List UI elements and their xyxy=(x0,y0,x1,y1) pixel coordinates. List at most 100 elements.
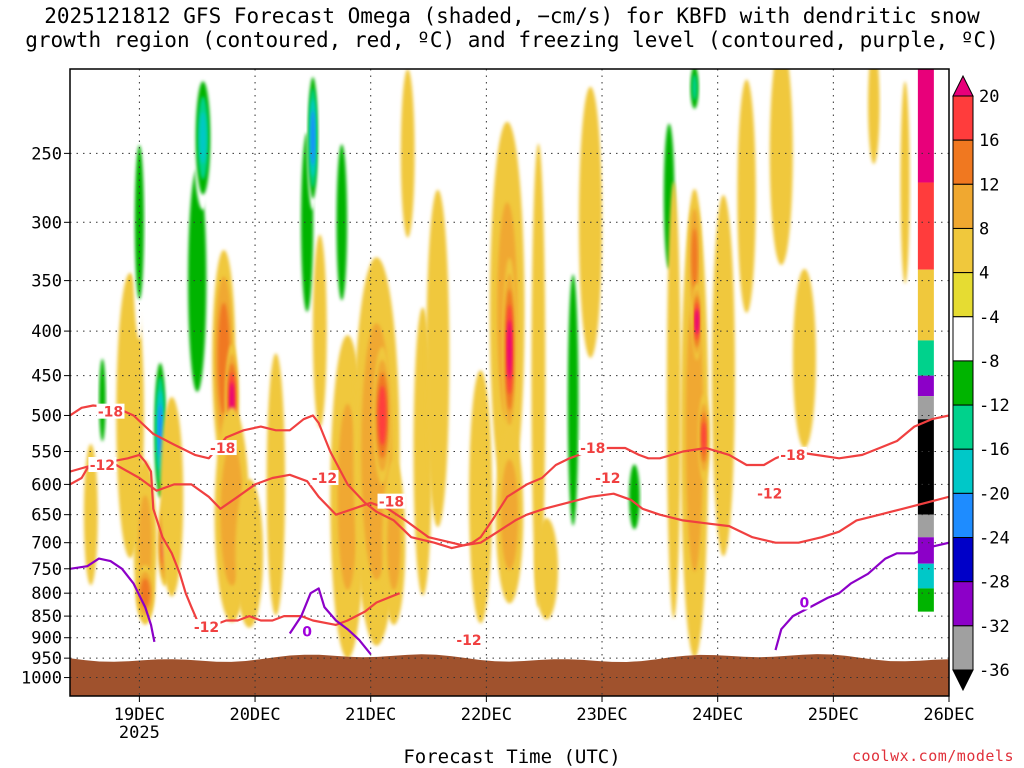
colorbar-label: 4 xyxy=(979,264,989,284)
colorbar-label: 20 xyxy=(979,87,999,107)
omega-column-cell xyxy=(917,396,934,420)
contour-label-bg xyxy=(301,623,314,639)
contour-label: -12 xyxy=(194,620,219,636)
y-tick-label: 500 xyxy=(31,406,62,426)
x-axis-title: Forecast Time (UTC) xyxy=(403,746,621,768)
isotherm-minus18-contour xyxy=(70,404,949,550)
contour-label: -12 xyxy=(757,487,782,503)
x-tick-label: 20DEC xyxy=(229,705,280,725)
omega-cell xyxy=(235,478,264,628)
omega-column-cell xyxy=(917,537,934,564)
omega-cell xyxy=(337,403,358,590)
omega-cell xyxy=(621,69,641,255)
y-tick-label: 750 xyxy=(31,560,62,580)
omega-cell xyxy=(666,181,681,619)
omega-cell xyxy=(782,503,792,560)
credit-link[interactable]: coolwx.com/models xyxy=(851,747,1014,765)
contour-label-bg xyxy=(578,440,607,456)
omega-cell xyxy=(629,464,640,530)
contour-label: -12 xyxy=(456,633,481,649)
colorbar-label: -32 xyxy=(979,617,1010,637)
omega-column-cell xyxy=(917,588,934,612)
omega-column-cell xyxy=(917,514,934,538)
omega-cell xyxy=(188,169,207,392)
y-tick-label: 350 xyxy=(31,272,62,292)
y-tick-label: 700 xyxy=(31,534,62,554)
colorbar-box xyxy=(952,448,974,494)
omega-cell xyxy=(691,228,698,289)
omega-cell xyxy=(701,421,706,454)
colorbar-label: 12 xyxy=(979,175,999,195)
colorbar-label: -36 xyxy=(979,661,1010,681)
omega-cell xyxy=(567,274,579,526)
omega-cell xyxy=(694,309,699,334)
contour-label-bg xyxy=(755,485,784,501)
omega-column-cell xyxy=(917,269,934,341)
x-tick-label: 26DEC xyxy=(923,705,974,725)
omega-cell xyxy=(711,194,736,557)
contour-label: -18 xyxy=(379,495,404,511)
colorbar-box xyxy=(952,360,974,406)
colorbar-label: -12 xyxy=(979,396,1010,416)
omega-cell xyxy=(199,111,207,165)
omega-cell xyxy=(822,527,833,580)
omega-cell xyxy=(312,234,327,428)
contour-label: 0 xyxy=(800,596,810,612)
y-tick-label: 850 xyxy=(31,607,62,627)
isotherm-minus12-contour xyxy=(70,463,949,547)
contour-label: -12 xyxy=(312,471,337,487)
contour-label: -12 xyxy=(595,471,620,487)
colorbar-label: 16 xyxy=(979,131,999,151)
colorbar-box xyxy=(952,183,974,229)
omega-cell xyxy=(868,69,880,164)
omega-column-cell xyxy=(917,419,934,515)
omega-column-cell xyxy=(917,182,934,270)
omega-cell xyxy=(792,268,816,449)
omega-cell xyxy=(500,459,519,570)
omega-cell xyxy=(310,110,316,166)
colorbar-label: 8 xyxy=(979,219,989,239)
colorbar-label: -28 xyxy=(979,573,1010,593)
y-tick-label: 400 xyxy=(31,322,62,342)
x-tick-label: 21DEC xyxy=(345,705,396,725)
plot-frame xyxy=(69,68,950,697)
y-tick-label: 600 xyxy=(31,475,62,495)
y-tick-label: 650 xyxy=(31,506,62,526)
contour-label-bg xyxy=(798,594,811,610)
contour-label-bg xyxy=(192,619,221,635)
contour-label: -12 xyxy=(90,458,115,474)
omega-cell xyxy=(692,74,698,101)
omega-cell xyxy=(157,404,163,457)
y-tick-label: 300 xyxy=(31,213,62,233)
y-tick-label: 550 xyxy=(31,443,62,463)
colorbar-box xyxy=(952,492,974,539)
contour-label-bg xyxy=(593,470,622,486)
omega-cell xyxy=(160,396,184,597)
y-tick-label: 250 xyxy=(31,144,62,164)
colorbar-box xyxy=(952,139,974,185)
colorbar-box xyxy=(952,625,974,671)
colorbar-box xyxy=(952,272,974,318)
contour-label: 0 xyxy=(302,624,312,640)
omega-column-cell xyxy=(917,340,934,376)
contour-label-bg xyxy=(778,446,807,462)
contour-label: -18 xyxy=(580,441,605,457)
x-tick-label: 24DEC xyxy=(692,705,743,725)
omega-cell xyxy=(99,358,106,442)
omega-cell xyxy=(426,189,450,528)
y-tick-label: 800 xyxy=(31,584,62,604)
grid-layer xyxy=(70,69,949,696)
omega-cell xyxy=(134,145,144,300)
contour-label-bg xyxy=(377,493,406,509)
y-tick-label: 1000 xyxy=(21,669,62,689)
colorbar-box xyxy=(952,316,974,362)
contour-label: -18 xyxy=(210,441,235,457)
omega-cell xyxy=(266,353,286,616)
colorbar-box xyxy=(952,581,974,627)
title-line-1: 2025121812 GFS Forecast Omega (shaded, −… xyxy=(44,4,980,28)
y-tick-label: 450 xyxy=(31,367,62,387)
colorbar-label: -4 xyxy=(979,308,999,328)
terrain-fill xyxy=(70,654,949,696)
